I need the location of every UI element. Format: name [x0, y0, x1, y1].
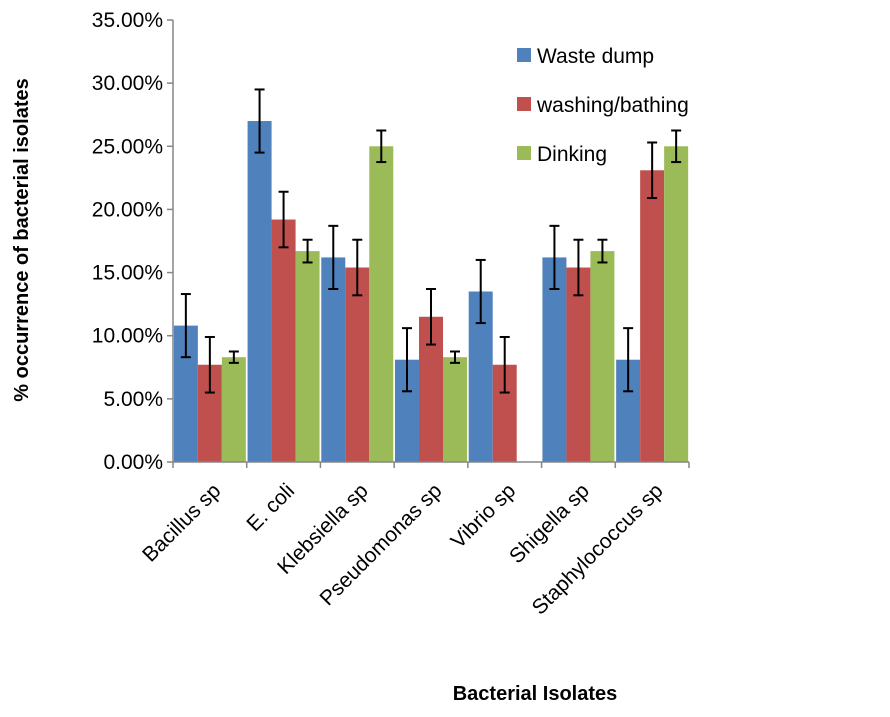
y-axis-title: % occurrence of bacterial isolates — [11, 78, 33, 401]
bar-washing-bathing-1 — [271, 219, 296, 462]
y-tick-label: 20.00% — [92, 198, 163, 221]
error-bar-waste-dump-4 — [475, 258, 486, 325]
error-bar-waste-dump-0 — [180, 293, 191, 359]
x-tick-label: Bacillus sp — [138, 479, 225, 566]
legend-item: Waste dump — [517, 45, 654, 68]
legend-swatch — [517, 97, 531, 111]
error-bar-dinking-5 — [597, 238, 608, 264]
bar-dinking-2 — [369, 146, 394, 463]
y-tick-label: 30.00% — [92, 72, 163, 95]
x-tick-label: Staphylococcus sp — [528, 479, 668, 619]
y-tick-label: 35.00% — [92, 9, 163, 32]
error-bar-dinking-3 — [450, 350, 460, 364]
bar-dinking-5 — [590, 251, 615, 462]
legend: Waste dump washing/bathing Dinking — [517, 45, 689, 166]
error-bar-waste-dump-6 — [623, 327, 634, 393]
x-tick-label: Pseudomonas sp — [316, 479, 447, 610]
x-tick-label: Vibrio sp — [446, 479, 520, 553]
error-bar-washing-bathing-5 — [573, 238, 584, 297]
y-tick-label: 10.00% — [92, 325, 163, 348]
y-tick-label: 25.00% — [92, 135, 163, 158]
legend-label: Dinking — [537, 143, 607, 166]
error-bar-washing-bathing-6 — [647, 141, 658, 200]
error-bar-washing-bathing-1 — [278, 190, 289, 249]
y-tick-label: 15.00% — [92, 262, 163, 285]
error-bar-waste-dump-1 — [254, 88, 265, 154]
error-bar-dinking-6 — [671, 129, 682, 164]
bar-waste-dump-5 — [542, 257, 567, 462]
error-bar-washing-bathing-4 — [499, 335, 510, 394]
legend-label: Waste dump — [537, 45, 654, 68]
error-bar-washing-bathing-2 — [352, 238, 363, 297]
bar-dinking-1 — [295, 251, 320, 462]
y-tick-label: 5.00% — [103, 388, 163, 411]
error-bar-dinking-0 — [228, 350, 239, 364]
error-bar-dinking-1 — [302, 238, 313, 264]
error-bar-waste-dump-3 — [402, 327, 412, 393]
bar-washing-bathing-5 — [566, 267, 591, 462]
bar-dinking-0 — [221, 357, 246, 462]
legend-swatch — [517, 146, 531, 160]
x-axis-title: Bacterial Isolates — [453, 683, 618, 705]
error-bar-washing-bathing-3 — [426, 287, 436, 346]
legend-item: washing/bathing — [517, 94, 689, 117]
bar-dinking-6 — [664, 146, 689, 463]
error-bar-washing-bathing-0 — [204, 335, 215, 394]
legend-swatch — [517, 48, 531, 62]
bar-washing-bathing-6 — [640, 170, 665, 462]
bar-washing-bathing-2 — [345, 267, 370, 462]
error-bar-waste-dump-2 — [328, 224, 339, 290]
legend-label: washing/bathing — [536, 94, 689, 117]
error-bar-dinking-2 — [376, 129, 387, 164]
legend-item: Dinking — [517, 143, 607, 166]
y-tick-label: 0.00% — [103, 451, 163, 474]
error-bar-waste-dump-5 — [549, 224, 560, 290]
plot-area — [173, 88, 689, 463]
bar-waste-dump-1 — [247, 121, 272, 463]
x-tick-label: E. coli — [242, 479, 299, 536]
bar-waste-dump-2 — [321, 257, 346, 462]
bar-dinking-3 — [443, 357, 467, 462]
